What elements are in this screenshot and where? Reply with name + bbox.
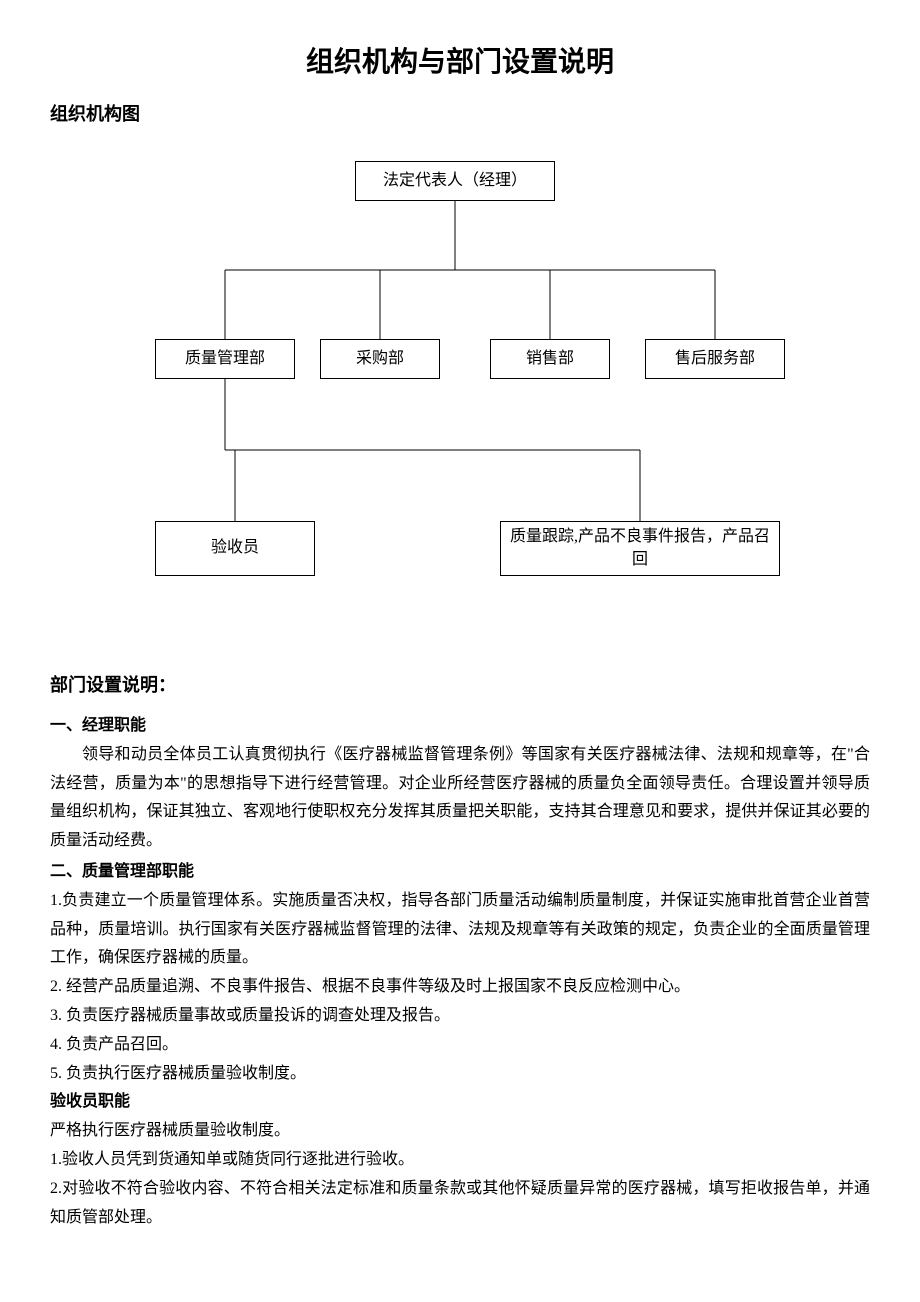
- qd-item-5: 5. 负责执行医疗器械质量验收制度。: [50, 1060, 870, 1089]
- org-chart: 法定代表人（经理） 质量管理部采购部 销售部售后服务部验收员 质量跟踪,产品不良事件报…: [50, 141, 870, 641]
- node-track: 质量跟踪,产品不良事件报告，产品召回: [500, 521, 780, 576]
- node-root: 法定代表人（经理）: [355, 161, 555, 201]
- node-purch: 采购部: [320, 339, 440, 379]
- node-insp: 验收员: [155, 521, 315, 576]
- node-after: 售后服务部: [645, 339, 785, 379]
- section2-title: 部门设置说明：: [50, 671, 870, 697]
- heading-inspector: 验收员职能: [50, 1088, 870, 1117]
- qd-item-1: 1.负责建立一个质量管理体系。实施质量否决权，指导各部门质量活动编制质量制度，并…: [50, 887, 870, 973]
- page-title: 组织机构与部门设置说明: [50, 40, 870, 80]
- qd-item-2: 2. 经营产品质量追溯、不良事件报告、根据不良事件等级及时上报国家不良反应检测中…: [50, 973, 870, 1002]
- para-manager: 领导和动员全体员工认真贯彻执行《医疗器械监督管理条例》等国家有关医疗器械法律、法…: [50, 741, 870, 856]
- insp-item-2: 2.对验收不符合验收内容、不符合相关法定标准和质量条款或其他怀疑质量异常的医疗器…: [50, 1175, 870, 1233]
- section1-title: 组织机构图: [50, 100, 870, 126]
- insp-item-1: 1.验收人员凭到货通知单或随货同行逐批进行验收。: [50, 1146, 870, 1175]
- insp-line: 严格执行医疗器械质量验收制度。: [50, 1117, 870, 1146]
- qd-item-4: 4. 负责产品召回。: [50, 1031, 870, 1060]
- heading-manager: 一、经理职能: [50, 712, 870, 741]
- qd-item-3: 3. 负责医疗器械质量事故或质量投诉的调查处理及报告。: [50, 1002, 870, 1031]
- node-sales: 销售部: [490, 339, 610, 379]
- node-qm: 质量管理部: [155, 339, 295, 379]
- heading-quality-dept: 二、质量管理部职能: [50, 858, 870, 887]
